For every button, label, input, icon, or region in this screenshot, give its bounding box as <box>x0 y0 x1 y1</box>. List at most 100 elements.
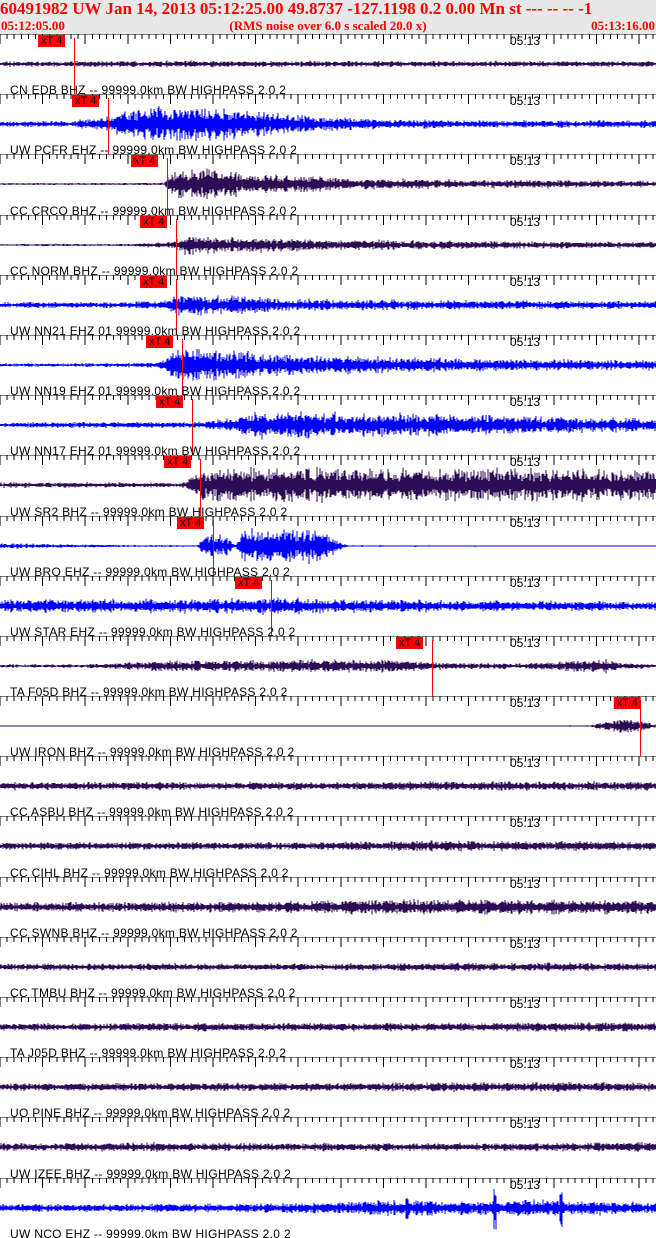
phase-pick-tag[interactable]: xT 4 <box>177 516 205 529</box>
waveform[interactable] <box>0 102 656 149</box>
trace-row[interactable]: 05:13 CC CIHL BHZ -- 99999.0km BW HIGHPAS… <box>0 816 656 879</box>
time-axis <box>0 94 656 105</box>
trace-row[interactable]: 05:13 TA J05D BHZ -- 99999.0km BW HIGHPAS… <box>0 997 656 1061</box>
channel-label: UW BRO EHZ -- 99999.0km BW HIGHPASS 2.0 … <box>10 564 291 579</box>
trace-list: 05:13 xT 4 CN EDB BHZ -- 99999.0km BW HIGH… <box>0 34 656 1238</box>
axis-time-label: 05:13 <box>510 1057 541 1072</box>
axis-time-label: 05:13 <box>510 274 541 289</box>
trace-row[interactable]: 05:13 xT 4 UW NN17 EHZ 01 99999.0km BW HIG… <box>0 395 656 458</box>
waveform[interactable] <box>0 223 656 270</box>
axis-time-label: 05:13 <box>510 756 541 771</box>
channel-label: CC NORM BHZ -- 99999.0km BW HIGHPASS 2.0… <box>10 263 299 278</box>
phase-pick-line[interactable] <box>640 700 641 757</box>
phase-pick-line[interactable] <box>167 158 168 215</box>
phase-pick-tag[interactable]: xT 4 <box>38 35 66 47</box>
channel-label: CN EDB BHZ -- 99999.0km BW HIGHPASS 2.0 … <box>10 83 287 98</box>
channel-label: UO PINE BHZ -- 99999.0km BW HIGHPASS 2.0… <box>10 1106 291 1121</box>
trace-row[interactable]: 05:13 CC SWNB BHZ -- 99999.0km BW HIGHPAS… <box>0 876 656 940</box>
trace-row[interactable]: 05:13 xT 4 CC CRCO BHZ -- 99999.0km BW HIG… <box>0 154 656 217</box>
channel-label: CC SWNB BHZ -- 99999.0km BW HIGHPASS 2.0… <box>10 925 298 940</box>
waveform[interactable] <box>0 824 656 871</box>
axis-time-label: 05:13 <box>510 455 541 470</box>
phase-pick-line[interactable] <box>200 459 201 516</box>
phase-pick-line[interactable] <box>74 38 75 95</box>
waveform[interactable] <box>0 463 656 510</box>
channel-label: CC TMBU BHZ -- 99999.0km BW HIGHPASS 2.0… <box>10 986 296 1000</box>
trace-row[interactable]: 05:13 xT 4 UW IRON BHZ -- 99999.0km BW HIG… <box>0 696 656 760</box>
trace-row[interactable]: 05:13 xT 4 CN EDB BHZ -- 99999.0km BW HIGH… <box>0 34 656 98</box>
axis-time-label: 05:13 <box>510 696 541 711</box>
waveform[interactable] <box>0 1125 656 1172</box>
channel-label: TA F05D BHZ -- 99999.0km BW HIGHPASS 2.0… <box>10 685 288 700</box>
phase-pick-line[interactable] <box>176 278 177 335</box>
time-axis <box>0 1177 656 1189</box>
waveform[interactable] <box>0 885 656 932</box>
waveform[interactable] <box>0 1065 656 1112</box>
phase-pick-tag[interactable]: xT 4 <box>131 155 159 168</box>
channel-label: UW NCO EHZ -- 99999.0km BW HIGHPASS 2.0 … <box>10 1226 291 1238</box>
phase-pick-tag[interactable]: xT 4 <box>164 456 192 469</box>
waveform[interactable] <box>0 403 656 450</box>
phase-pick-tag[interactable]: xT 4 <box>235 576 263 589</box>
waveform[interactable] <box>0 1005 656 1052</box>
time-axis <box>0 455 656 466</box>
phase-pick-tag[interactable]: xT 4 <box>396 636 424 649</box>
axis-time-label: 05:13 <box>510 515 541 530</box>
phase-pick-line[interactable] <box>176 218 177 275</box>
time-axis <box>0 876 656 888</box>
waveform[interactable] <box>0 283 656 330</box>
trace-row[interactable]: 05:13 CC TMBU BHZ -- 99999.0km BW HIGHPAS… <box>0 936 656 1000</box>
phase-pick-line[interactable] <box>213 519 214 576</box>
phase-pick-tag[interactable]: xT 4 <box>146 335 174 348</box>
phase-pick-line[interactable] <box>432 639 433 697</box>
waveform[interactable] <box>0 343 656 390</box>
time-axis <box>0 515 656 527</box>
phase-pick-tag[interactable]: xT 4 <box>156 396 184 409</box>
axis-time-label: 05:13 <box>510 997 541 1011</box>
axis-time-label: 05:13 <box>510 154 541 169</box>
waveform[interactable] <box>0 524 656 571</box>
axis-time-label: 05:13 <box>510 34 541 48</box>
rms-note: (RMS noise over 6.0 s scaled 20.0 x) <box>229 18 427 33</box>
time-axis <box>0 756 656 767</box>
trace-row[interactable]: 05:13 xT 4 UW SR2 BHZ -- 99999.0km BW HIGH… <box>0 455 656 518</box>
window-end-time: 05:13:16.00 <box>591 18 655 33</box>
axis-time-label: 05:13 <box>510 94 541 109</box>
time-axis <box>0 334 656 346</box>
phase-pick-line[interactable] <box>108 98 109 155</box>
trace-row[interactable]: 05:13 xT 4 UW NN21 EHZ 01 99999.0km BW HIG… <box>0 274 656 338</box>
time-axis <box>0 936 656 948</box>
trace-row[interactable]: 05:13 UW NCO EHZ -- 99999.0km BW HIGHPASS… <box>0 1177 656 1238</box>
trace-row[interactable]: 05:13 UW IZEE BHZ -- 99999.0km BW HIGHPAS… <box>0 1117 656 1180</box>
time-axis <box>0 395 656 406</box>
channel-label: CC CIHL BHZ -- 99999.0km BW HIGHPASS 2.0… <box>10 865 289 880</box>
waveform[interactable] <box>0 945 656 992</box>
phase-pick-line[interactable] <box>182 338 183 396</box>
phase-pick-tag[interactable]: xT 4 <box>140 215 168 228</box>
trace-row[interactable]: 05:13 xT 4 UW NN19 EHZ 01 99999.0km BW HIG… <box>0 334 656 398</box>
channel-label: UW NN21 EHZ 01 99999.0km BW HIGHPASS 2.0… <box>10 323 301 338</box>
phase-pick-tag[interactable]: xT 4 <box>72 95 100 108</box>
phase-pick-tag[interactable]: xT 4 <box>613 697 641 710</box>
trace-row[interactable]: 05:13 xT 4 UW STAR EHZ -- 99999.0km BW HIG… <box>0 575 656 638</box>
waveform[interactable] <box>0 644 656 691</box>
trace-row[interactable]: 05:13 xT 4 TA F05D BHZ -- 99999.0km BW HIG… <box>0 635 656 700</box>
waveform[interactable] <box>0 162 656 209</box>
phase-pick-tag[interactable]: xT 4 <box>140 275 168 288</box>
channel-label: TA J05D BHZ -- 99999.0km BW HIGHPASS 2.0… <box>10 1046 287 1061</box>
trace-row[interactable]: 05:13 xT 4 CC NORM BHZ -- 99999.0km BW HIG… <box>0 214 656 278</box>
channel-label: UW SR2 BHZ -- 99999.0km BW HIGHPASS 2.0 … <box>10 504 288 519</box>
phase-pick-line[interactable] <box>271 579 272 636</box>
trace-row[interactable]: 05:13 UO PINE BHZ -- 99999.0km BW HIGHPAS… <box>0 1057 656 1121</box>
waveform[interactable] <box>0 764 656 811</box>
waveform[interactable] <box>0 584 656 631</box>
waveform[interactable] <box>0 1186 656 1233</box>
phase-pick-line[interactable] <box>192 399 193 456</box>
trace-row[interactable]: 05:13 CC ASBU BHZ -- 99999.0km BW HIGHPAS… <box>0 756 656 819</box>
trace-row[interactable]: 05:13 xT 4 UW BRO EHZ -- 99999.0km BW HIGH… <box>0 515 656 579</box>
waveform[interactable] <box>0 704 656 751</box>
time-axis <box>0 1057 656 1068</box>
trace-row[interactable]: 05:13 xT 4 UW PCFR EHZ -- 99999.0km BW HIG… <box>0 94 656 157</box>
channel-label: UW IRON BHZ -- 99999.0km BW HIGHPASS 2.0… <box>10 745 295 760</box>
waveform[interactable] <box>0 42 656 89</box>
